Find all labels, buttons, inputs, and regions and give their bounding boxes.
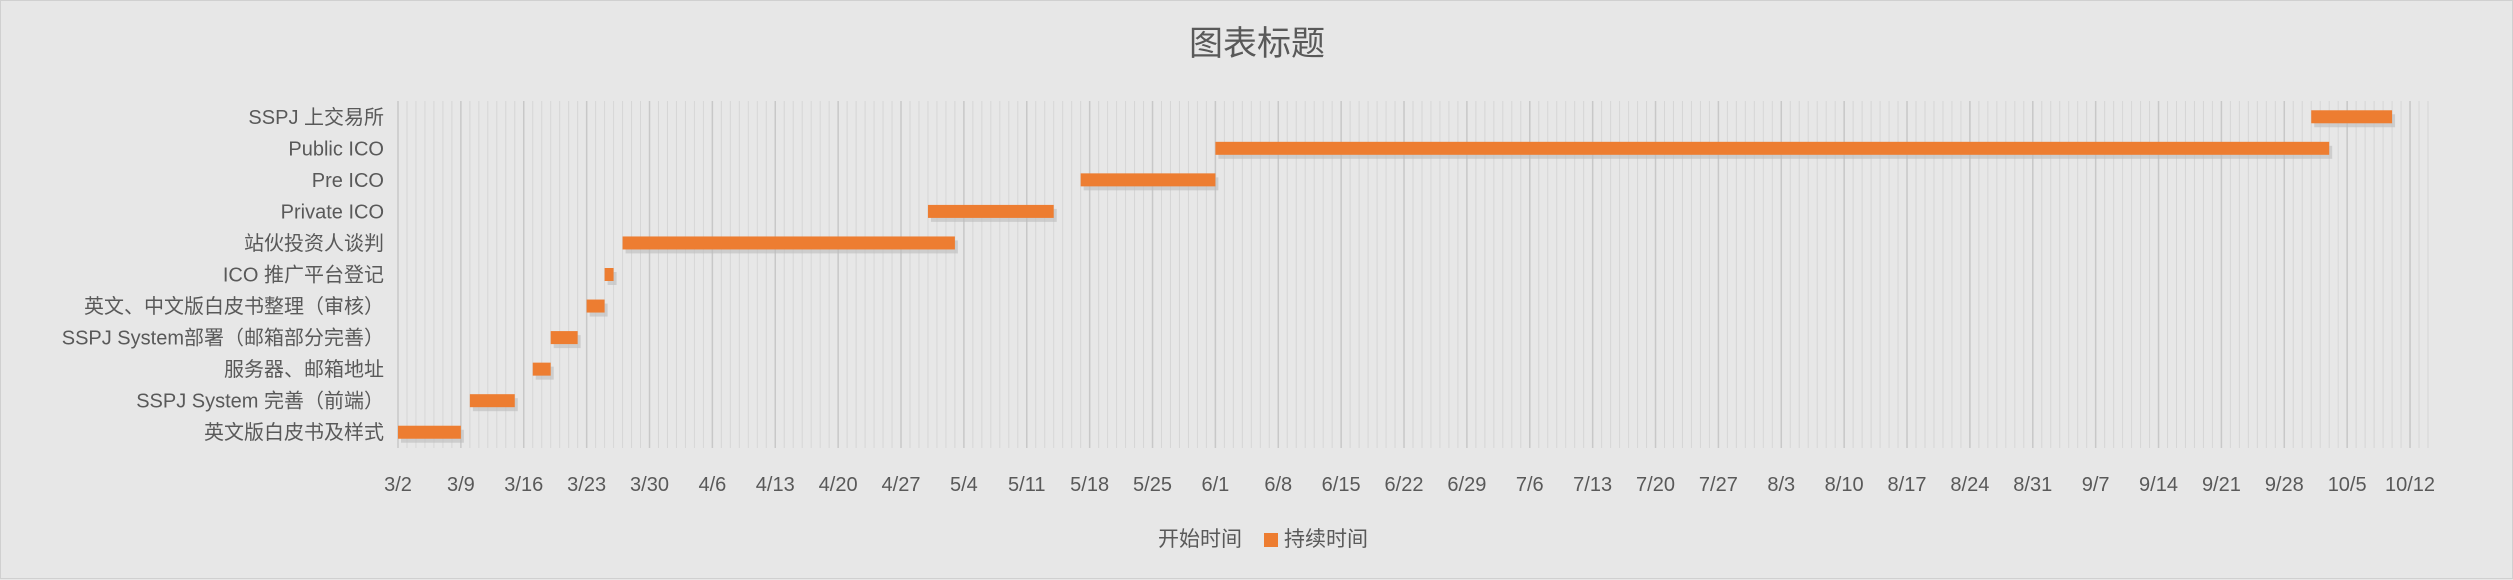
- x-tick-label: 3/2: [384, 474, 412, 496]
- x-tick-label: 5/4: [950, 474, 978, 496]
- x-tick-label: 8/10: [1825, 474, 1864, 496]
- x-tick-label: 7/13: [1573, 474, 1612, 496]
- x-tick-label: 8/31: [2013, 474, 2052, 496]
- x-tick-label: 4/6: [698, 474, 726, 496]
- duration-bar: [469, 394, 515, 408]
- x-tick-labels: 3/2 3/9 3/16 3/23 3/30 4/6 4/13 4/20 4/27 5/4 5/11…: [384, 474, 2435, 496]
- category-label: 站伙投资人谈判: [244, 232, 384, 255]
- bars: [398, 110, 2396, 443]
- chart-title: 图表标题: [1189, 25, 1325, 63]
- legend: 开始时间 持续时间: [1158, 528, 1368, 551]
- duration-bar: [927, 204, 1054, 218]
- legend-duration-swatch: [1264, 533, 1278, 547]
- legend-duration: 持续时间: [1284, 528, 1368, 551]
- x-tick-label: 7/6: [1516, 474, 1544, 496]
- x-tick-label: 3/23: [567, 474, 606, 496]
- x-tick-label: 5/25: [1133, 474, 1172, 496]
- category-label: SSPJ System部署（邮箱部分完善）: [62, 327, 384, 350]
- duration-bar: [1080, 173, 1216, 187]
- x-tick-label: 6/1: [1201, 474, 1229, 496]
- duration-bar: [1215, 141, 2330, 155]
- x-tick-label: 10/5: [2328, 474, 2367, 496]
- category-label: 服务器、邮箱地址: [224, 358, 384, 381]
- x-tick-label: 9/14: [2139, 474, 2178, 496]
- legend-start-time: 开始时间: [1158, 528, 1242, 551]
- x-tick-label: 4/20: [819, 474, 858, 496]
- x-tick-label: 5/18: [1070, 474, 1109, 496]
- grid-lines: [397, 101, 2429, 448]
- x-tick-label: 3/16: [504, 474, 543, 496]
- x-tick-label: 8/24: [1950, 474, 1989, 496]
- x-tick-label: 4/13: [756, 474, 795, 496]
- x-tick-label: 6/29: [1447, 474, 1486, 496]
- category-label: ICO 推广平台登记: [223, 264, 384, 287]
- x-tick-label: 3/9: [447, 474, 475, 496]
- duration-bar: [532, 362, 551, 376]
- duration-bar: [586, 299, 605, 313]
- x-tick-label: 3/30: [630, 474, 669, 496]
- category-label: Private ICO: [281, 201, 384, 223]
- category-label: Public ICO: [288, 138, 384, 160]
- duration-bar: [622, 236, 955, 250]
- category-label: SSPJ System 完善（前端）: [136, 390, 384, 413]
- x-tick-label: 8/3: [1767, 474, 1795, 496]
- category-labels: 英文版白皮书及样式 SSPJ System 完善（前端） 服务器、邮箱地址 SSPJ …: [62, 106, 384, 444]
- x-tick-label: 9/28: [2265, 474, 2304, 496]
- duration-bar: [2311, 110, 2393, 124]
- x-tick-label: 9/7: [2082, 474, 2110, 496]
- x-tick-label: 6/8: [1264, 474, 1292, 496]
- x-tick-label: 7/20: [1636, 474, 1675, 496]
- duration-bar: [398, 425, 461, 439]
- duration-bar: [550, 331, 578, 345]
- category-label: 英文、中文版白皮书整理（审核）: [84, 295, 384, 318]
- x-tick-label: 6/22: [1385, 474, 1424, 496]
- duration-bar: [604, 268, 614, 281]
- x-tick-label: 10/12: [2385, 474, 2435, 496]
- x-tick-label: 6/15: [1322, 474, 1361, 496]
- x-tick-label: 4/27: [882, 474, 921, 496]
- x-tick-label: 7/27: [1699, 474, 1738, 496]
- category-label: 英文版白皮书及样式: [204, 421, 384, 444]
- category-label: SSPJ 上交易所: [248, 106, 384, 129]
- x-tick-label: 9/21: [2202, 474, 2241, 496]
- x-tick-label: 8/17: [1888, 474, 1927, 496]
- x-tick-label: 5/11: [1008, 474, 1045, 496]
- category-label: Pre ICO: [312, 170, 384, 192]
